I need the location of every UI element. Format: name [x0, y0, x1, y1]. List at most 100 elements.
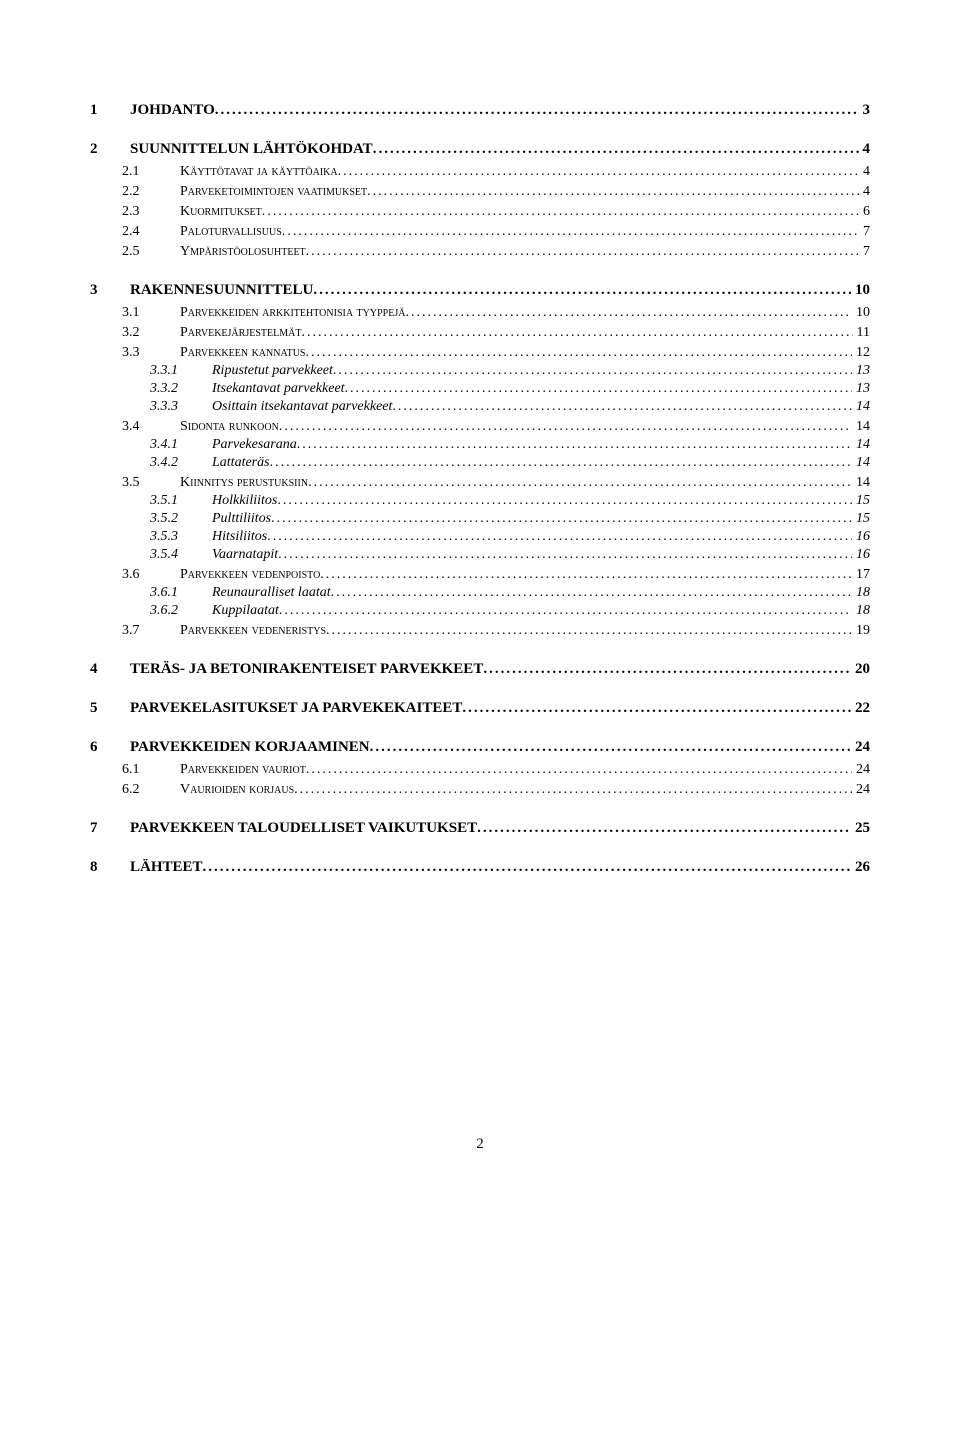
- toc-entry-page: 12: [852, 345, 870, 361]
- toc-entry-label: Parvekesarana: [212, 437, 297, 453]
- toc-entry: 2SUUNNITTELUN LÄHTÖKOHDAT4: [90, 141, 870, 158]
- toc-leader-dots: [370, 739, 851, 756]
- toc-leader-dots: [306, 762, 852, 778]
- toc-leader-dots: [262, 204, 859, 220]
- toc-entry-label: Kuormitukset: [180, 204, 262, 220]
- toc-entry-page: 7: [859, 244, 870, 260]
- toc-entry: 6PARVEKKEIDEN KORJAAMINEN24: [90, 739, 870, 756]
- toc-entry-label: Kuppilaatat: [212, 603, 279, 619]
- toc-entry: 2.1Käyttötavat ja käyttöaika4: [90, 164, 870, 180]
- toc-entry-number: 3.1: [90, 305, 180, 321]
- toc-entry-page: 24: [851, 739, 870, 756]
- toc-entry-number: 2.1: [90, 164, 180, 180]
- toc-entry-label: Parvekkeen vedenpoisto: [180, 567, 320, 583]
- toc-entry-label: Hitsiliitos: [212, 529, 267, 545]
- toc-entry-page: 15: [852, 493, 870, 509]
- toc-entry-label: Parvekkeiden vauriot: [180, 762, 306, 778]
- toc-entry: 3.5.2Pulttiliitos15: [90, 511, 870, 527]
- toc-entry-number: 2.4: [90, 224, 180, 240]
- toc-entry-label: Kiinnitys perustuksiin: [180, 475, 308, 491]
- toc-entry: 4TERÄS- JA BETONIRAKENTEISET PARVEKKEET2…: [90, 661, 870, 678]
- toc-entry-number: 4: [90, 661, 130, 678]
- toc-entry-label: Paloturvallisuus: [180, 224, 282, 240]
- toc-leader-dots: [271, 511, 852, 527]
- toc-entry: 6.2Vaurioiden korjaus24: [90, 782, 870, 798]
- toc-entry-number: 1: [90, 102, 130, 119]
- toc-entry-page: 18: [852, 603, 870, 619]
- toc-entry: 1JOHDANTO 3: [90, 102, 870, 119]
- toc-entry-number: 3.5.3: [90, 529, 212, 545]
- toc-entry-page: 11: [853, 325, 870, 341]
- toc-leader-dots: [331, 585, 852, 601]
- toc-entry: 5PARVEKELASITUKSET JA PARVEKEKAITEET22: [90, 700, 870, 717]
- toc-entry-page: 14: [852, 455, 870, 471]
- toc-entry-number: 6.1: [90, 762, 180, 778]
- toc-entry-page: 14: [852, 475, 870, 491]
- toc-entry-label: Itsekantavat parvekkeet: [212, 381, 345, 397]
- toc-entry: 3.3.2Itsekantavat parvekkeet13: [90, 381, 870, 397]
- toc-entry-label: Parvekkeiden arkkitehtonisia tyyppejä: [180, 305, 405, 321]
- toc-entry-number: 6.2: [90, 782, 180, 798]
- toc-leader-dots: [373, 141, 859, 158]
- toc-entry-page: 19: [852, 623, 870, 639]
- toc-entry-page: 6: [859, 204, 870, 220]
- toc-leader-dots: [267, 529, 852, 545]
- toc-entry-label: Lattateräs: [212, 455, 270, 471]
- toc-entry-page: 24: [852, 762, 870, 778]
- toc-leader-dots: [326, 623, 852, 639]
- toc-entry: 3.3Parvekkeen kannatus12: [90, 345, 870, 361]
- toc-entry-number: 3.5.4: [90, 547, 212, 563]
- page-number: 2: [90, 1136, 870, 1153]
- toc-leader-dots: [367, 184, 859, 200]
- toc-entry-page: 25: [851, 820, 870, 837]
- toc-leader-dots: [277, 493, 852, 509]
- toc-leader-dots: [483, 661, 851, 678]
- toc-entry-number: 3.4.2: [90, 455, 212, 471]
- toc-leader-dots: [392, 399, 852, 415]
- toc-entry-label: JOHDANTO: [130, 102, 215, 119]
- toc-leader-dots: [305, 345, 852, 361]
- toc-entry-page: 16: [852, 529, 870, 545]
- toc-entry: 3.6Parvekkeen vedenpoisto17: [90, 567, 870, 583]
- toc-entry: 2.4Paloturvallisuus7: [90, 224, 870, 240]
- toc-leader-dots: [333, 363, 852, 379]
- toc-entry-page: 14: [852, 437, 870, 453]
- toc-entry-label: RAKENNESUUNNITTELU: [130, 282, 313, 299]
- toc-entry: 3.1Parvekkeiden arkkitehtonisia tyyppejä…: [90, 305, 870, 321]
- toc-entry: 2.5Ympäristöolosuhteet7: [90, 244, 870, 260]
- toc-entry-page: 10: [852, 305, 870, 321]
- toc-entry-label: PARVEKKEEN TALOUDELLISET VAIKUTUKSET: [130, 820, 477, 837]
- toc-entry-label: PARVEKELASITUKSET JA PARVEKEKAITEET: [130, 700, 462, 717]
- toc-leader-dots: [313, 282, 851, 299]
- toc-entry: 2.2Parveketoimintojen vaatimukset4: [90, 184, 870, 200]
- toc-entry-number: 3.3.2: [90, 381, 212, 397]
- toc-entry: 3.6.2Kuppilaatat 18: [90, 603, 870, 619]
- toc-entry-label: Vaurioiden korjaus: [180, 782, 294, 798]
- toc-entry-number: 2: [90, 141, 130, 158]
- toc-entry-label: Parvekejärjestelmät: [180, 325, 301, 341]
- toc-leader-dots: [306, 244, 859, 260]
- toc-leader-dots: [294, 782, 852, 798]
- toc-entry-page: 13: [852, 363, 870, 379]
- toc-entry: 6.1Parvekkeiden vauriot 24: [90, 762, 870, 778]
- toc-leader-dots: [338, 164, 859, 180]
- toc-entry-label: Sidonta runkoon: [180, 419, 279, 435]
- toc-entry-page: 3: [859, 102, 871, 119]
- toc-entry: 3.7Parvekkeen vedeneristys19: [90, 623, 870, 639]
- toc-leader-dots: [405, 305, 852, 321]
- toc-entry-page: 14: [852, 419, 870, 435]
- toc-entry-number: 2.2: [90, 184, 180, 200]
- toc-entry-label: Pulttiliitos: [212, 511, 271, 527]
- toc-entry-number: 3.4: [90, 419, 180, 435]
- toc-entry: 3.3.1Ripustetut parvekkeet13: [90, 363, 870, 379]
- toc-entry-number: 3.4.1: [90, 437, 212, 453]
- toc-entry-page: 22: [851, 700, 870, 717]
- toc-entry-number: 3.5: [90, 475, 180, 491]
- toc-entry-page: 18: [852, 585, 870, 601]
- toc-entry-number: 3.3: [90, 345, 180, 361]
- toc-entry-number: 3.7: [90, 623, 180, 639]
- toc-leader-dots: [203, 859, 851, 876]
- toc-leader-dots: [301, 325, 852, 341]
- toc-leader-dots: [297, 437, 852, 453]
- toc-entry-number: 3.6.2: [90, 603, 212, 619]
